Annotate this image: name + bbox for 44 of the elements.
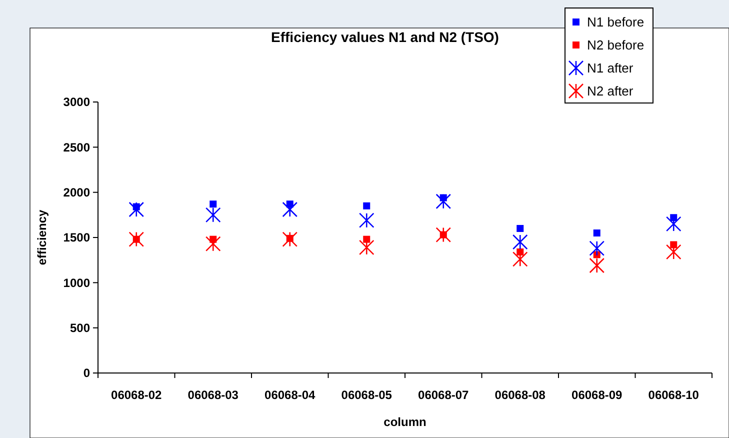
chart-title: Efficiency values N1 and N2 (TSO) [271,29,499,45]
x-tick-label: 06068-03 [188,388,239,402]
point [363,202,370,210]
x-tick-label: 06068-07 [418,388,470,402]
point [358,240,374,256]
point [363,236,370,243]
point [666,244,682,260]
point [282,202,298,218]
y-tick-label: 1500 [63,230,90,245]
y-tick-label: 3000 [63,95,90,110]
point [670,241,678,248]
point [436,194,452,210]
x-tick-label: 06068-04 [264,388,316,402]
point [593,229,600,236]
point [205,236,221,252]
x-tick-label: 06068-08 [494,388,546,402]
point [436,227,452,242]
x-tick-label: 06068-10 [648,388,700,402]
point [516,224,524,232]
legend-label: N2 before [587,38,644,53]
y-tick-label: 2500 [63,140,90,154]
point [358,212,374,228]
point [282,232,298,247]
y-axis-title: efficiency [35,209,49,266]
point [666,216,682,232]
point [128,202,144,218]
legend-label: N1 before [587,14,644,30]
y-tick-label: 0 [83,366,90,380]
x-tick-label: 06068-09 [572,388,623,402]
x-tick-label: 06068-05 [341,388,392,402]
point [512,252,528,267]
legend-label: N2 after [587,84,634,99]
point [512,234,528,250]
point [128,232,144,247]
x-tick-label: 06068-02 [111,388,162,402]
point [205,207,221,223]
y-tick-label: 500 [70,321,90,336]
y-tick-label: 2000 [63,186,90,200]
point [210,200,217,208]
legend-label: N1 after [587,60,634,76]
point [589,240,605,256]
x-axis-title: column [384,415,426,429]
point [589,258,605,274]
y-tick-label: 1000 [63,276,90,290]
